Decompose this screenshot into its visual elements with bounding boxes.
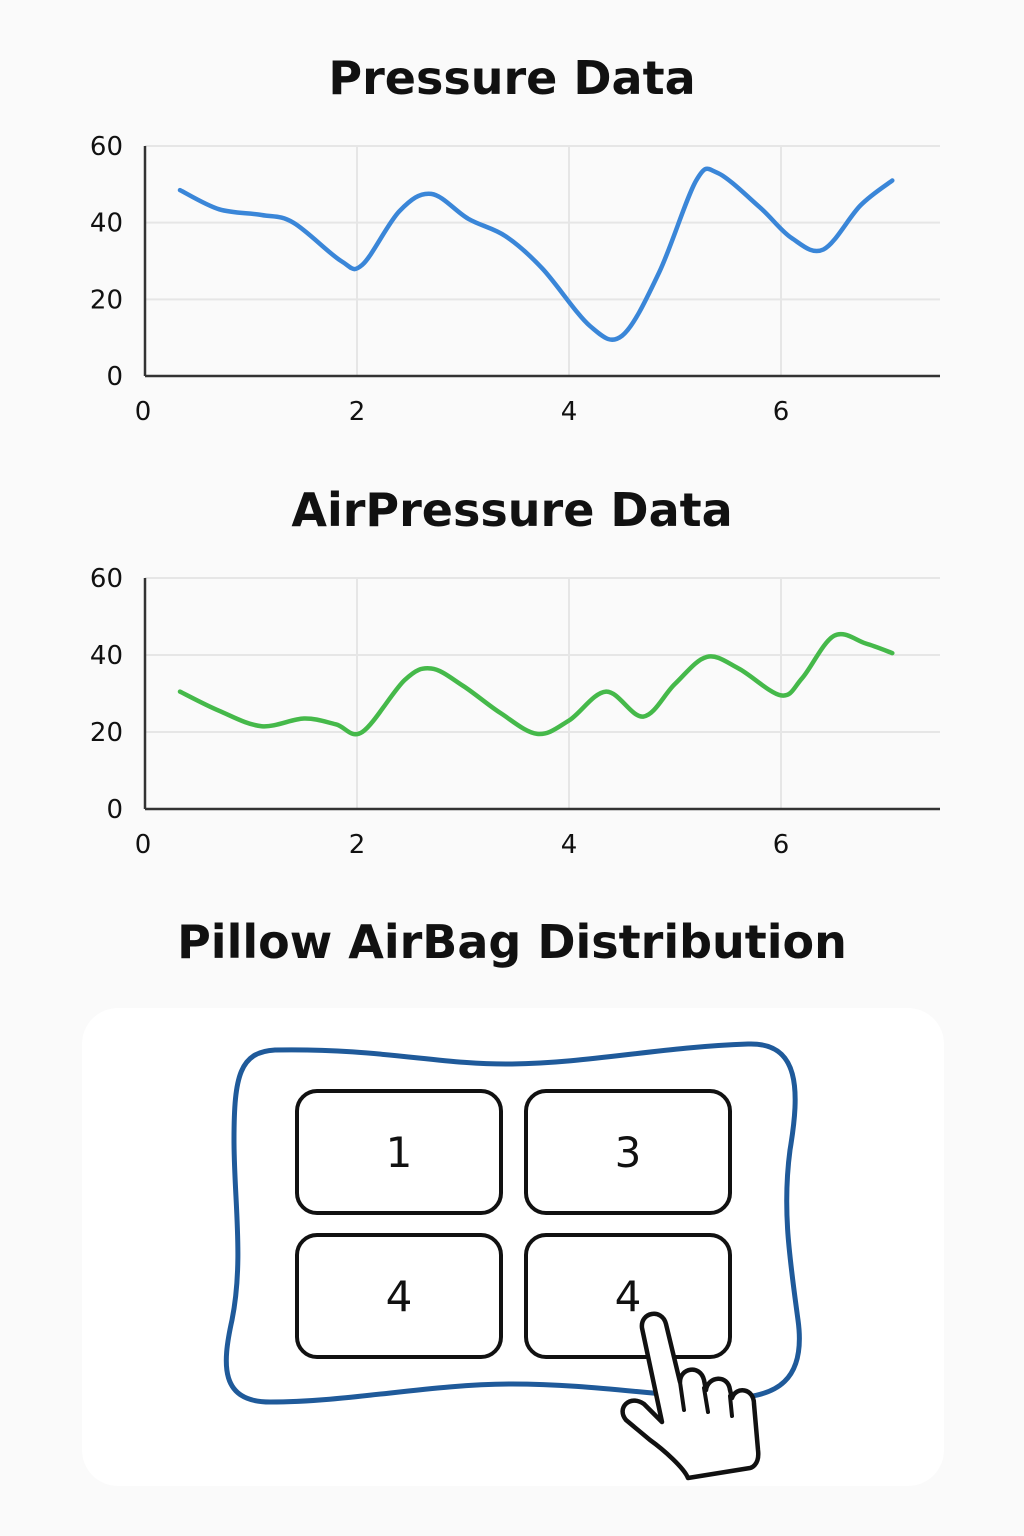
airpressure-y-tick-label-0: 0 [106, 795, 123, 825]
pressure-x-tick-label-0: 0 [135, 397, 152, 427]
pressure-y-tick-label-1: 20 [90, 285, 123, 315]
pressure-x-tick-label-3: 6 [773, 397, 790, 427]
airpressure-series-line [177, 631, 895, 737]
pressure-y-tick-label-2: 40 [90, 209, 123, 239]
pressure-y-tick-label-0: 0 [106, 362, 123, 392]
pressure-series-line [177, 166, 895, 342]
airbag-zone-4[interactable]: 4 [524, 1233, 732, 1359]
airpressure-chart-title: AirPressure Data [291, 483, 733, 537]
airpressure-x-tick-label-0: 0 [135, 830, 152, 860]
airbag-zone-1[interactable]: 1 [295, 1089, 503, 1215]
pillow-card [82, 1008, 944, 1486]
pressure-line-chart: 0 20 40 60 0 2 4 6 [90, 132, 940, 427]
airpressure-x-tick-label-1: 2 [349, 830, 366, 860]
airpressure-x-tick-label-3: 6 [773, 830, 790, 860]
pressure-x-tick-label-1: 2 [349, 397, 366, 427]
airpressure-y-tick-label-2: 40 [90, 641, 123, 671]
airpressure-line-chart: 0 20 40 60 0 2 4 6 [90, 564, 940, 860]
airpressure-y-tick-label-3: 60 [90, 564, 123, 594]
pressure-chart-title: Pressure Data [328, 51, 696, 105]
airpressure-y-tick-label-1: 20 [90, 718, 123, 748]
airbag-zone-2[interactable]: 3 [524, 1089, 732, 1215]
airpressure-x-tick-label-2: 4 [561, 830, 578, 860]
pressure-y-tick-label-3: 60 [90, 132, 123, 162]
airbag-zone-3[interactable]: 4 [295, 1233, 503, 1359]
pressure-x-tick-label-2: 4 [561, 397, 578, 427]
pillow-distribution-title: Pillow AirBag Distribution [177, 915, 847, 969]
